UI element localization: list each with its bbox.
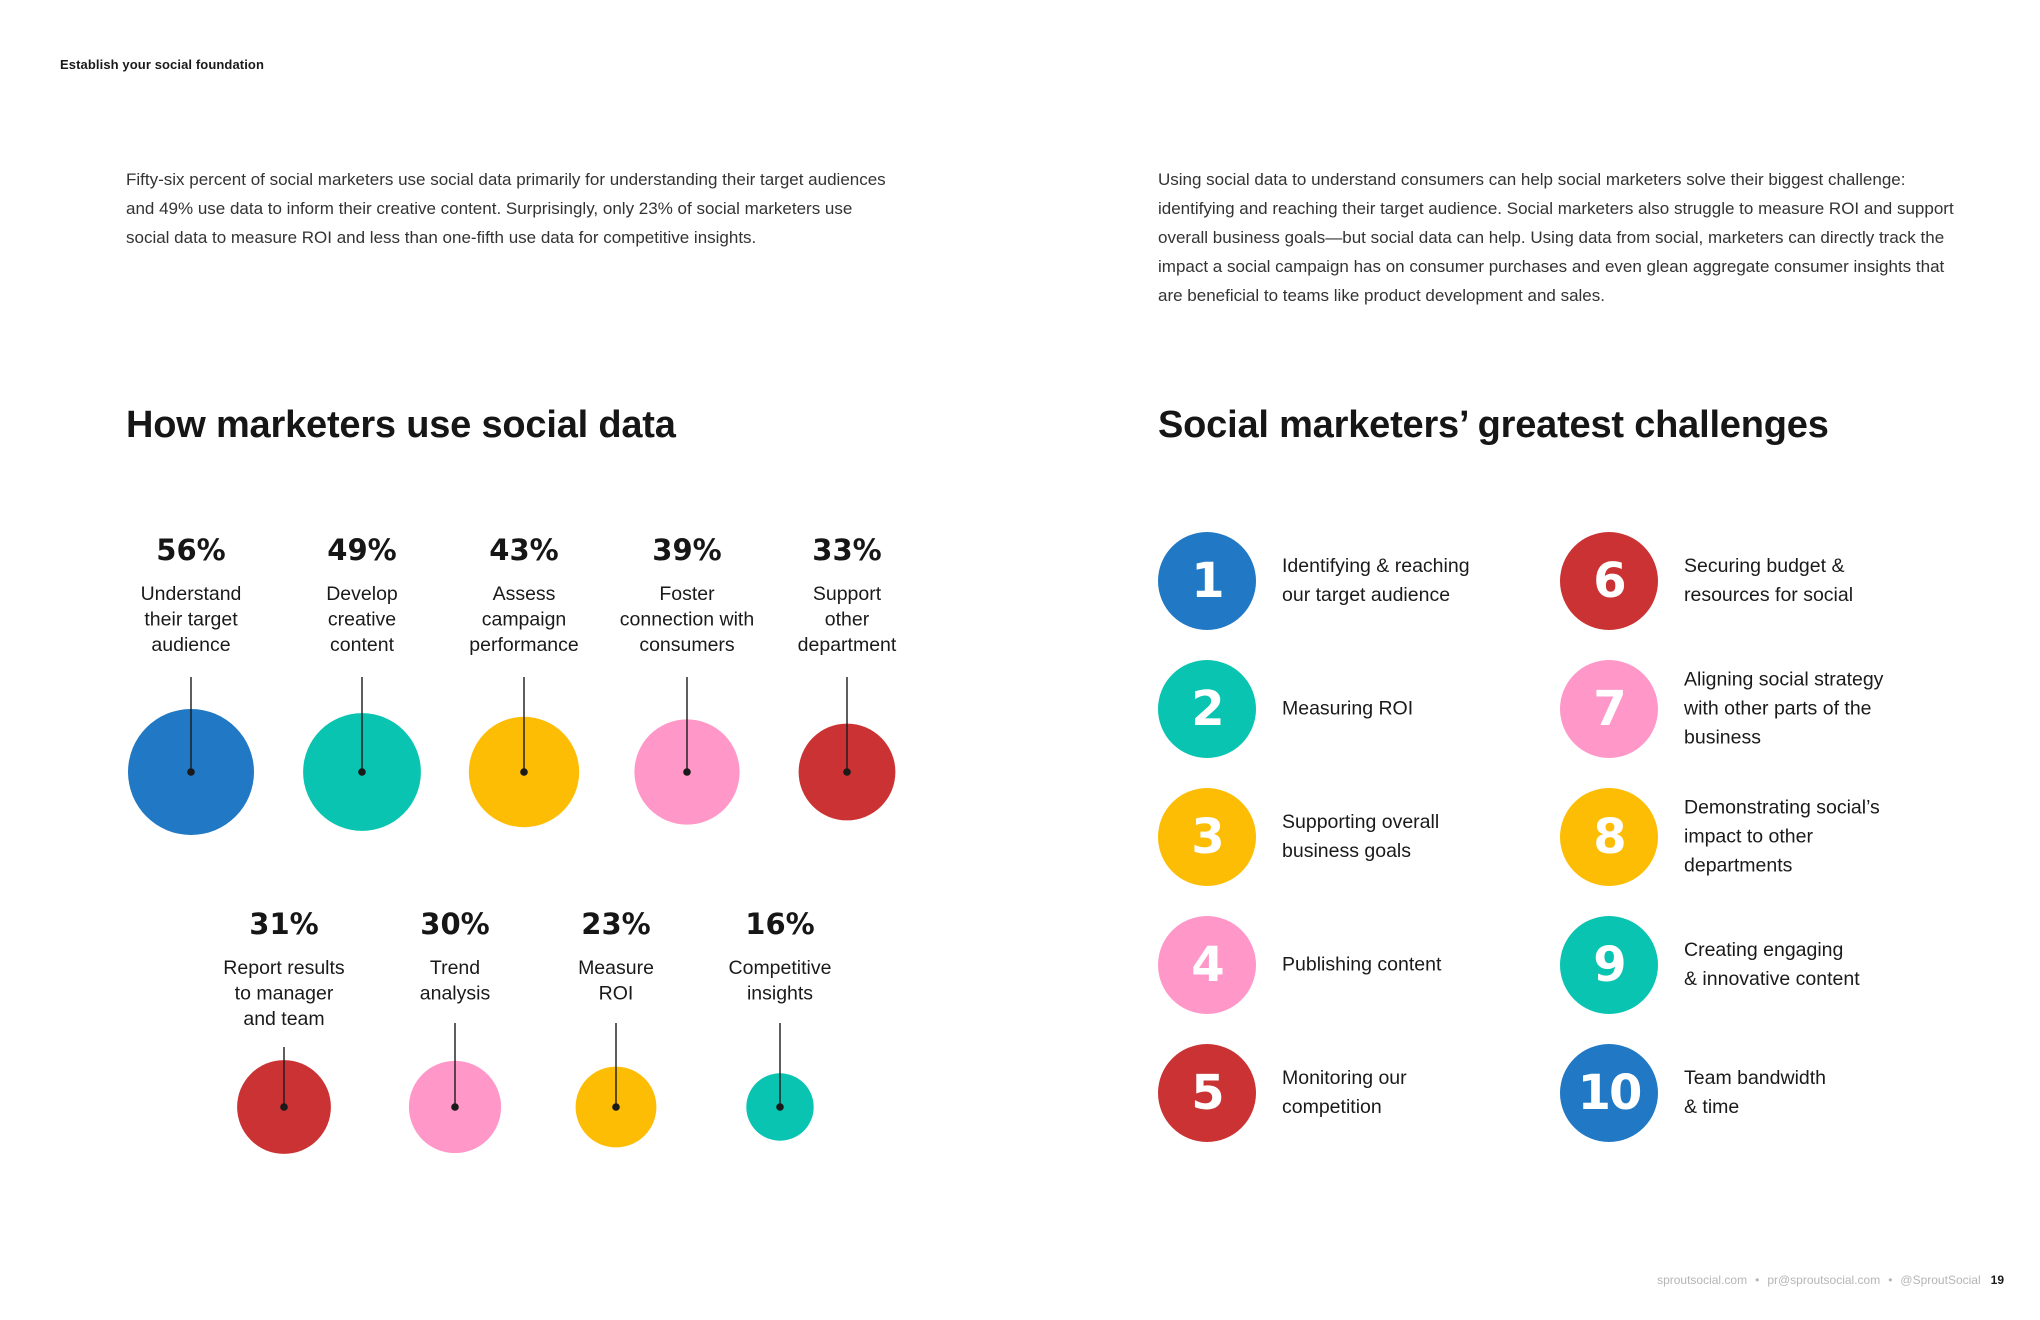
bubble-group: 31% Report results to manager and team [223, 907, 345, 1154]
challenge-text: Creating engaging & innovative content [1684, 939, 1860, 990]
bubble-percent-label: 23% [581, 907, 650, 941]
challenge-number-badge: 6 [1560, 532, 1658, 630]
bubble-category-label: consumers [639, 634, 735, 656]
bubble-group: 49% Develop creative content [303, 533, 421, 831]
bubble-percent-label: 39% [652, 533, 721, 567]
challenge-text: Securing budget & resources for social [1684, 555, 1854, 606]
bubble-center-dot [776, 1103, 784, 1111]
bubble-category-label: creative [328, 609, 396, 631]
challenge-text: Publishing content [1282, 953, 1442, 976]
bubble-category-label: connection with [620, 609, 754, 631]
challenge-text: Aligning social strategy with other part… [1684, 668, 1884, 749]
bubble-category-label: audience [151, 634, 230, 656]
footer-email-link[interactable]: pr@sproutsocial.com [1767, 1273, 1881, 1287]
challenges-heading: Social marketers’ greatest challenges [1158, 404, 1829, 446]
bubble-percent-label: 33% [812, 533, 881, 567]
bubble-percent-label: 30% [420, 907, 489, 941]
bubble-category-label: Assess [493, 583, 556, 605]
challenges-list: 1 Identifying & reaching our target audi… [1158, 532, 1958, 1152]
bubble-center-dot [612, 1103, 620, 1111]
bubble-percent-label: 16% [745, 907, 814, 941]
bubble-center-dot [843, 768, 851, 776]
bubble-group: 30% Trend analysis [408, 907, 502, 1154]
footer-separator: • [1888, 1273, 1893, 1287]
bubble-category-label: their target [144, 609, 238, 631]
bubble-category-label: performance [469, 634, 578, 656]
challenge-number-badge: 3 [1158, 788, 1256, 886]
challenge-text: Identifying & reaching our target audien… [1282, 555, 1470, 606]
bubble-category-label: and team [243, 1008, 324, 1030]
footer-handle-link[interactable]: @SproutSocial [1900, 1273, 1981, 1287]
challenge-number-badge: 5 [1158, 1044, 1256, 1142]
social-data-bubble-chart: 56% Understand their target audience 49% Deve… [128, 533, 897, 1154]
bubble-percent-label: 56% [156, 533, 225, 567]
footer-website-link[interactable]: sproutsocial.com [1657, 1273, 1748, 1287]
bubble-category-label: content [330, 634, 395, 656]
challenge-text: Team bandwidth & time [1684, 1067, 1827, 1118]
page-footer: sproutsocial.com • pr@sproutsocial.com • @Sp… [1657, 1273, 2004, 1287]
bubble-category-label: campaign [482, 609, 567, 631]
bubble-group: 16% Competitive insights [729, 907, 832, 1141]
bubble-category-label: Competitive [729, 957, 832, 979]
bubble-category-label: to manager [235, 983, 334, 1005]
challenge-text: Measuring ROI [1282, 697, 1414, 720]
intro-paragraph-right: Using social data to understand consumer… [1158, 170, 1954, 305]
bubble-percent-label: 31% [249, 907, 318, 941]
bubble-center-dot [520, 768, 528, 776]
section-label: Establish your social foundation [60, 57, 265, 72]
bubble-category-label: analysis [420, 983, 491, 1005]
chart-heading: How marketers use social data [126, 404, 676, 446]
challenge-text: Demonstrating social’s impact to other d… [1684, 796, 1880, 877]
bubble-group: 56% Understand their target audience [128, 533, 254, 835]
bubble-category-label: Report results [223, 957, 345, 979]
challenge-text: Monitoring our competition [1282, 1067, 1407, 1118]
bubble-category-label: Foster [659, 583, 715, 605]
bubble-percent-label: 49% [327, 533, 396, 567]
challenge-number-badge: 4 [1158, 916, 1256, 1014]
challenge-number-badge: 10 [1560, 1044, 1658, 1142]
challenge-number-badge: 9 [1560, 916, 1658, 1014]
challenge-number-badge: 1 [1158, 532, 1256, 630]
intro-paragraph-left: Fifty-six percent of social marketers us… [126, 170, 886, 247]
challenge-number-badge: 7 [1560, 660, 1658, 758]
bubble-category-label: department [798, 634, 897, 656]
bubble-category-label: ROI [599, 983, 634, 1005]
bubble-center-dot [683, 768, 691, 776]
bubble-category-label: insights [747, 983, 813, 1005]
challenge-number-badge: 2 [1158, 660, 1256, 758]
bubble-category-label: Measure [578, 957, 654, 979]
bubble-category-label: Develop [326, 583, 398, 605]
bubble-category-label: Trend [430, 957, 480, 979]
bubble-group: 43% Assess campaign performance [468, 533, 580, 828]
challenge-number-badge: 8 [1560, 788, 1658, 886]
challenge-text: Supporting overall business goals [1282, 811, 1440, 862]
bubble-group: 39% Foster connection with consumers [620, 533, 754, 825]
bubble-category-label: Support [813, 583, 882, 605]
footer-separator: • [1755, 1273, 1760, 1287]
bubble-group: 33% Support other department [798, 533, 897, 821]
page-number: 19 [1990, 1273, 2004, 1287]
bubble-center-dot [358, 768, 366, 776]
bubble-center-dot [280, 1103, 288, 1111]
bubble-category-label: Understand [141, 583, 242, 605]
bubble-category-label: other [825, 609, 870, 631]
bubble-percent-label: 43% [489, 533, 558, 567]
bubble-group: 23% Measure ROI [575, 907, 657, 1148]
bubble-center-dot [451, 1103, 459, 1111]
bubble-center-dot [187, 768, 195, 776]
